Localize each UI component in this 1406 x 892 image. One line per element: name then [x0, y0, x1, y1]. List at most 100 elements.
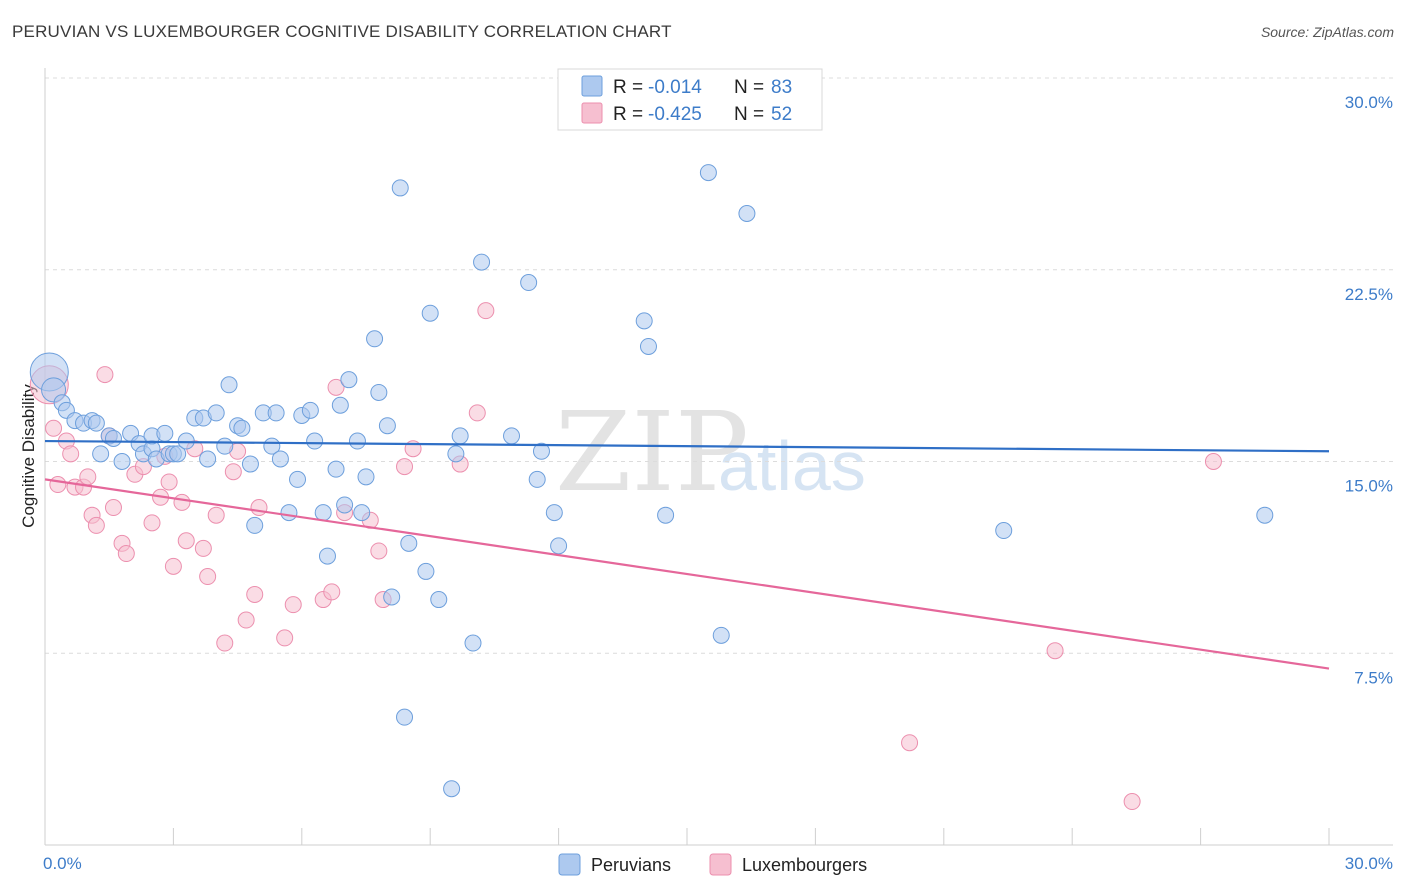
source-credit: Source: ZipAtlas.com — [1260, 24, 1394, 40]
peruvian-point — [246, 516, 264, 534]
peruvian-point — [220, 376, 238, 394]
luxembourger-point — [1204, 453, 1222, 470]
trend-lines — [44, 439, 1330, 670]
luxembourger-point — [477, 302, 495, 320]
luxembourger-point — [62, 445, 80, 463]
peruvian-point — [216, 437, 234, 455]
y-tick-label: 30.0% — [1345, 93, 1393, 112]
chart-title: PERUVIAN VS LUXEMBOURGER COGNITIVE DISAB… — [12, 22, 672, 41]
luxembourger-trend-line — [44, 478, 1330, 670]
peruvian-point — [104, 429, 122, 447]
peruvian-point — [156, 424, 174, 442]
peruvian-point — [473, 253, 491, 271]
peruvian-point — [353, 504, 371, 522]
luxembourger-point — [87, 516, 105, 534]
peruvian-point — [635, 312, 653, 330]
peruvian-point — [348, 432, 366, 450]
peruvian-point — [657, 506, 675, 524]
luxembourger-point — [173, 493, 191, 511]
peruvian-point — [370, 383, 388, 401]
luxembourger-point — [224, 463, 242, 481]
peruvian-point — [366, 330, 384, 348]
peruvian-point — [532, 442, 550, 460]
legend-n-label-2: N = — [734, 104, 764, 125]
peruvian-point — [340, 371, 358, 389]
peruvian-point — [207, 404, 225, 422]
luxembourger-point — [177, 532, 195, 550]
peruvian-point — [421, 304, 439, 322]
legend-swatch-peruvians — [581, 75, 603, 97]
luxembourger-point — [49, 476, 67, 494]
peruvian-point — [199, 450, 217, 468]
peruvian-point — [503, 427, 521, 445]
peruvian-point — [301, 401, 319, 419]
y-tick-label: 15.0% — [1345, 477, 1393, 496]
legend-r-label-1: R = — [613, 77, 643, 98]
y-tick-label: 22.5% — [1345, 285, 1393, 304]
series-legend-label-luxembourgers: Luxembourgers — [742, 855, 867, 875]
peruvian-point — [289, 470, 307, 488]
y-tick-labels: 7.5% 15.0% 22.5% 30.0% — [1345, 93, 1393, 687]
luxembourger-point — [327, 378, 345, 396]
peruvian-trend-line — [44, 439, 1330, 453]
series-legend-swatch-luxembourgers — [709, 853, 732, 876]
peruvian-point — [318, 547, 336, 565]
peruvian-point — [267, 404, 285, 422]
peruvian-point — [169, 445, 187, 463]
peruvian-point — [417, 562, 435, 580]
luxembourger-point — [143, 514, 161, 532]
y-tick-label: 7.5% — [1354, 668, 1393, 687]
peruvian-point — [396, 708, 414, 726]
luxembourger-point — [237, 611, 255, 629]
watermark-zip: ZIP — [555, 388, 749, 516]
peruvian-point — [357, 468, 375, 486]
peruvian-point — [280, 504, 298, 522]
peruvian-point — [520, 274, 538, 292]
luxembourger-point — [284, 596, 302, 614]
luxembourger-point — [468, 404, 486, 422]
luxembourger-point — [160, 473, 178, 491]
legend-n-label-1: N = — [734, 77, 764, 98]
peruvian-point — [378, 417, 396, 435]
peruvian-point — [87, 414, 105, 432]
luxembourger-point — [104, 499, 122, 517]
legend-r-value-2: -0.425 — [648, 104, 702, 125]
x-tick-marks — [44, 828, 1330, 845]
peruvian-point — [995, 522, 1013, 540]
legend-r-label-2: R = — [613, 104, 643, 125]
axes — [44, 68, 1393, 846]
luxembourger-point — [276, 629, 294, 647]
luxembourger-point — [246, 585, 264, 603]
peruvian-point — [699, 164, 717, 182]
peruvian-point — [443, 780, 461, 798]
luxembourger-point — [901, 734, 919, 752]
luxembourger-point — [250, 499, 268, 517]
peruvian-point — [306, 432, 324, 450]
x-tick-label-max: 30.0% — [1345, 854, 1393, 873]
peruvian-point — [400, 534, 418, 552]
peruvian-point — [271, 450, 289, 468]
peruvian-point — [314, 504, 332, 522]
peruvian-point — [550, 537, 568, 555]
peruvian-point — [447, 445, 465, 463]
series-legend-swatch-peruvians — [558, 853, 581, 876]
legend-n-value-2: 52 — [771, 104, 792, 125]
correlation-legend: R = -0.014 N = 83 R = -0.425 N = 52 — [557, 68, 823, 131]
grid-lines — [45, 77, 1393, 654]
peruvian-point — [464, 634, 482, 652]
peruvian-points — [29, 164, 1274, 798]
peruvian-point — [233, 419, 251, 437]
luxembourger-point — [45, 419, 63, 437]
luxembourger-point — [194, 539, 212, 557]
peruvian-point — [327, 460, 345, 478]
luxembourger-point — [79, 468, 97, 486]
luxembourger-point — [216, 634, 234, 652]
luxembourger-point — [199, 568, 217, 586]
peruvian-point — [383, 588, 401, 606]
luxembourger-point — [164, 557, 182, 575]
peruvian-point — [113, 453, 131, 470]
luxembourger-point — [1123, 793, 1141, 811]
peruvian-point — [545, 504, 563, 522]
peruvian-point — [712, 626, 730, 644]
peruvian-point — [639, 337, 657, 355]
